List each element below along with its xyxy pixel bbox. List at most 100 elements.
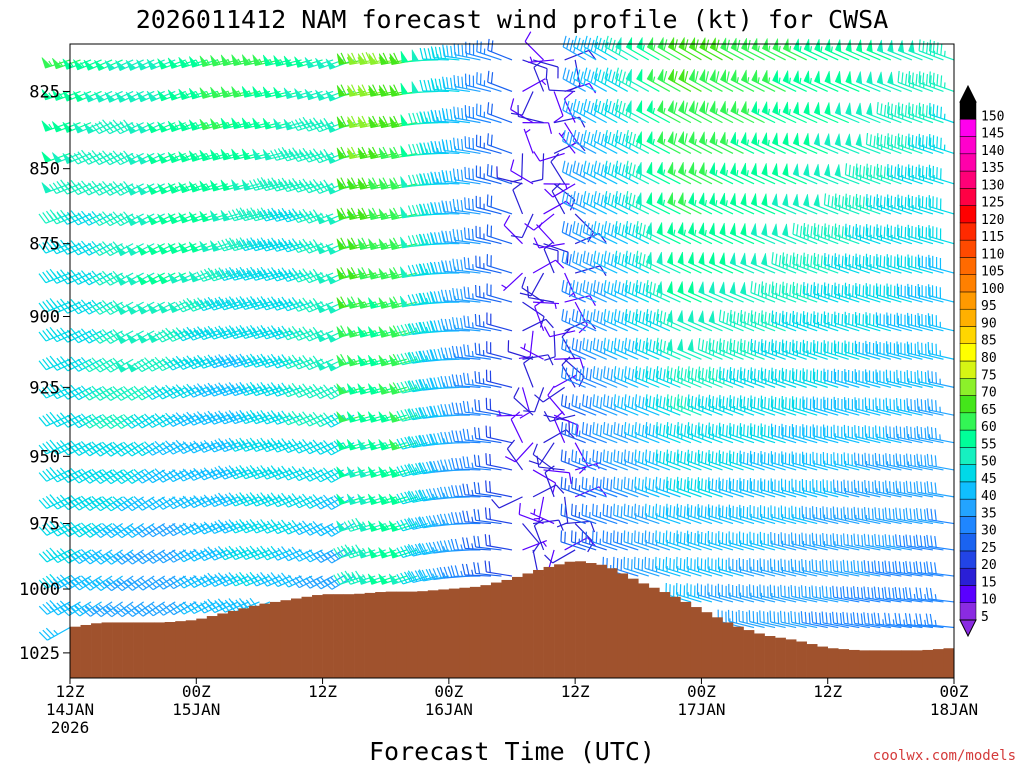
barb-full-flag [455, 430, 460, 442]
barb-staff [538, 243, 565, 249]
barb-full-flag [506, 439, 516, 450]
barb-full-flag [546, 78, 550, 91]
barb-full-flag [147, 526, 157, 536]
barb-full-flag [123, 475, 133, 484]
barb-full-flag [560, 503, 563, 516]
wind-barb [113, 549, 144, 565]
barb-full-flag [576, 131, 580, 144]
barb-full-flag [589, 283, 593, 295]
barb-full-flag [42, 387, 51, 397]
barb-staff [46, 575, 71, 589]
barb-full-flag [80, 185, 90, 196]
wind-barb [133, 496, 166, 511]
wind-barb [123, 413, 155, 429]
barb-full-flag [161, 329, 170, 339]
barb-full-flag [113, 556, 123, 565]
barb-full-flag [164, 417, 174, 427]
barb-full-flag [462, 372, 466, 385]
wind-barb [133, 357, 165, 373]
barb-full-flag [154, 445, 164, 456]
barb-full-flag [101, 246, 111, 256]
barb-pennant [273, 118, 283, 130]
barb-staff [88, 152, 113, 165]
barb-full-flag [438, 110, 443, 122]
barb-full-flag [38, 579, 48, 589]
barb-pennant [357, 466, 368, 478]
wind-barb [123, 441, 155, 457]
barb-staff [131, 414, 155, 429]
barb-full-flag [408, 112, 413, 125]
barb-full-flag [102, 529, 112, 539]
barb-staff [45, 330, 71, 342]
barb-full-flag [412, 112, 417, 124]
barb-staff [109, 122, 134, 135]
barb-full-flag [154, 580, 164, 590]
barb-staff [503, 224, 523, 245]
wind-barb [164, 439, 197, 455]
wind-barb [144, 440, 176, 456]
barb-full-flag [579, 340, 582, 353]
barb-full-flag [466, 429, 470, 441]
barb-full-flag [547, 122, 553, 134]
barb-full-flag [49, 214, 57, 225]
barb-full-flag [444, 318, 449, 331]
barb-full-flag [561, 280, 565, 292]
barb-full-flag [461, 563, 466, 576]
barb-full-flag [102, 363, 111, 373]
barb-full-flag [564, 395, 568, 408]
barb-full-flag [583, 67, 588, 79]
barb-full-flag [484, 534, 487, 546]
barb-full-flag [474, 399, 477, 411]
barb-full-flag [573, 35, 578, 48]
barb-full-flag [88, 497, 98, 507]
barb-full-flag [569, 164, 573, 176]
barb-full-flag [459, 402, 464, 415]
barb-pennant [367, 411, 378, 423]
barb-pennant [157, 152, 168, 164]
barb-staff [46, 549, 71, 563]
barb-pennant [146, 214, 158, 226]
barb-full-flag [102, 391, 112, 401]
wind-barb [484, 560, 513, 577]
barb-full-flag [477, 562, 481, 574]
barb-full-flag [112, 420, 122, 429]
wind-barb [125, 358, 155, 373]
barb-full-flag [560, 530, 563, 542]
barb-full-flag [91, 522, 101, 532]
barb-half-flag [183, 358, 188, 364]
barb-pennant [167, 243, 179, 254]
barb-pennant [125, 362, 138, 373]
barb-full-flag [59, 215, 68, 225]
barb-full-flag [457, 75, 460, 88]
barb-full-flag [101, 522, 112, 532]
barb-full-flag [60, 581, 70, 590]
barb-full-flag [572, 221, 576, 233]
barb-full-flag [433, 261, 438, 274]
barb-full-flag [91, 276, 101, 286]
barb-full-flag [137, 389, 146, 399]
barb-full-flag [77, 603, 87, 613]
barb-full-flag [490, 103, 493, 116]
barb-pennant [146, 274, 158, 285]
barb-half-flag [471, 462, 474, 469]
barb-full-flag [144, 474, 154, 484]
barb-staff [78, 442, 102, 456]
barb-full-flag [126, 417, 136, 427]
barb-full-flag [158, 359, 167, 370]
barb-half-flag [541, 80, 547, 86]
barb-pennant [357, 493, 368, 505]
barb-full-flag [590, 164, 594, 176]
barb-full-flag [578, 369, 582, 381]
barb-full-flag [569, 71, 574, 83]
barb-full-flag [565, 100, 570, 113]
barb-full-flag [73, 417, 83, 427]
barb-full-flag [119, 578, 130, 587]
barb-staff [56, 272, 81, 284]
wind-barb [144, 496, 176, 511]
barb-staff [100, 496, 123, 512]
barb-full-flag [455, 402, 460, 415]
wind-barb [518, 330, 534, 360]
barb-full-flag [464, 166, 467, 179]
barb-full-flag [70, 501, 80, 511]
barb-full-flag [70, 154, 79, 165]
